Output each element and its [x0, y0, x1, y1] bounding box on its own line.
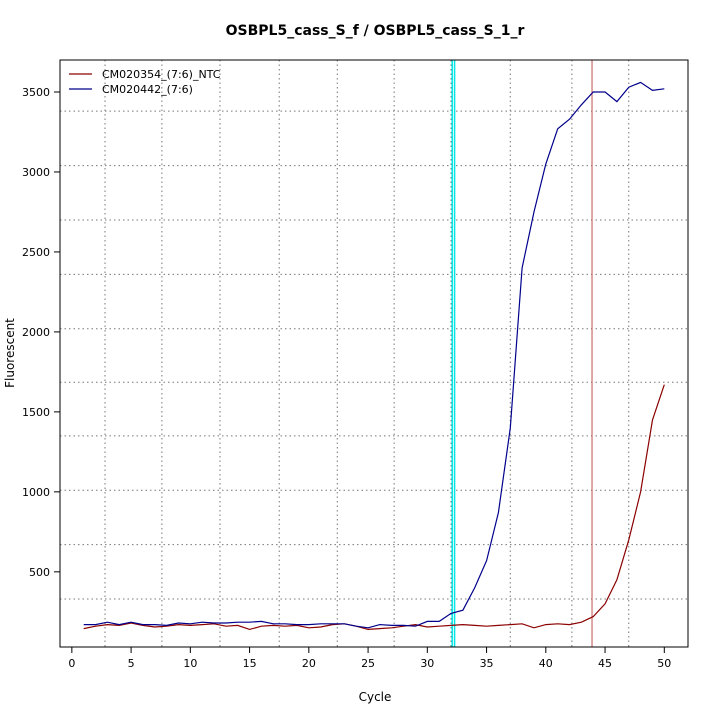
legend: CM020354_(7:6)_NTC CM020442_(7:6): [69, 68, 221, 96]
legend-label-1: CM020442_(7:6): [102, 83, 193, 96]
legend-label-0: CM020354_(7:6)_NTC: [102, 68, 221, 81]
x-tick-label-9: 45: [598, 657, 612, 670]
y-tick-label-6: 3500: [22, 86, 50, 99]
y-axis-label: Fluorescent: [3, 318, 17, 388]
x-tick-label-1: 5: [128, 657, 135, 670]
y-tick-label-2: 1500: [22, 406, 50, 419]
marker-lines: [451, 60, 593, 647]
x-tick-label-4: 20: [302, 657, 316, 670]
x-tick-label-0: 0: [68, 657, 75, 670]
y-tick-label-5: 3000: [22, 166, 50, 179]
series-line-0: [83, 384, 665, 631]
y-tick-label-0: 500: [29, 566, 50, 579]
x-tick-label-7: 35: [480, 657, 494, 670]
x-tick-label-10: 50: [657, 657, 671, 670]
y-tick-label-1: 1000: [22, 486, 50, 499]
y-axis: 500 1000 1500 2000 2500 3000 3500: [22, 86, 60, 579]
x-axis: 0 5 10 15 20 25 30 35 40 45 50: [68, 647, 671, 670]
series-line-1: [83, 81, 665, 629]
x-axis-label: Cycle: [359, 690, 392, 704]
chart-title: OSBPL5_cass_S_f / OSBPL5_cass_S_1_r: [226, 23, 525, 39]
x-tick-label-6: 30: [420, 657, 434, 670]
y-tick-label-3: 2000: [22, 326, 50, 339]
x-tick-label-3: 15: [243, 657, 257, 670]
x-tick-label-8: 40: [539, 657, 553, 670]
plot-frame: [59, 59, 689, 648]
grid-lines: [60, 60, 688, 647]
series-lines: [83, 81, 665, 631]
x-tick-label-2: 10: [183, 657, 197, 670]
x-tick-label-5: 25: [361, 657, 375, 670]
y-tick-label-4: 2500: [22, 246, 50, 259]
